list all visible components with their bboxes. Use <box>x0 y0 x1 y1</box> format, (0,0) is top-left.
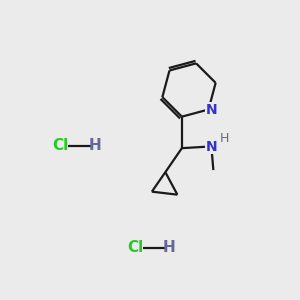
Text: H: H <box>220 132 229 145</box>
Text: H: H <box>88 138 101 153</box>
Text: N: N <box>206 103 217 116</box>
Text: Cl: Cl <box>52 138 68 153</box>
Text: Cl: Cl <box>127 240 143 255</box>
Text: H: H <box>163 240 176 255</box>
Text: N: N <box>206 140 218 154</box>
